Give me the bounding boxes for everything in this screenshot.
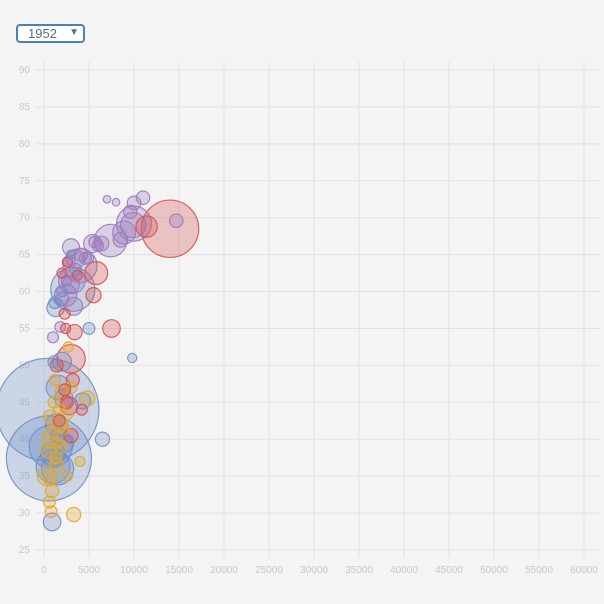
bubble-asia[interactable]	[57, 286, 67, 296]
bubble-asia[interactable]	[49, 297, 61, 309]
y-tick-label: 70	[19, 213, 31, 224]
bubble-americas[interactable]	[76, 404, 87, 415]
bubble-americas[interactable]	[57, 268, 67, 278]
bubble-europe[interactable]	[83, 253, 94, 264]
bubble-africa[interactable]	[62, 471, 72, 481]
bubble-europe[interactable]	[112, 198, 120, 206]
bubble-americas[interactable]	[103, 320, 121, 338]
x-tick-label: 25000	[255, 565, 283, 576]
bubble-africa[interactable]	[50, 452, 62, 464]
y-tick-label: 80	[19, 139, 31, 150]
bubble-americas[interactable]	[53, 415, 65, 427]
bubble-europe[interactable]	[124, 205, 137, 218]
x-tick-label: 0	[41, 565, 47, 576]
bubble-africa[interactable]	[63, 342, 73, 352]
y-tick-label: 90	[19, 65, 31, 76]
bubble-asia[interactable]	[48, 356, 60, 368]
bubble-americas[interactable]	[59, 308, 70, 319]
bubble-americas[interactable]	[136, 216, 157, 237]
bubble-asia[interactable]	[83, 323, 95, 335]
bubble-africa[interactable]	[44, 474, 56, 486]
bubble-africa[interactable]	[46, 484, 59, 497]
x-tick-label: 45000	[435, 565, 463, 576]
y-tick-label: 75	[19, 176, 31, 187]
x-tick-label: 30000	[300, 565, 328, 576]
x-tick-label: 5000	[78, 565, 101, 576]
x-tick-label: 10000	[120, 565, 148, 576]
x-tick-label: 40000	[390, 565, 418, 576]
x-tick-label: 55000	[525, 565, 553, 576]
y-tick-label: 85	[19, 102, 31, 113]
y-tick-label: 55	[19, 323, 31, 334]
x-tick-label: 50000	[480, 565, 508, 576]
bubble-europe[interactable]	[103, 195, 111, 203]
bubble-asia[interactable]	[67, 250, 76, 259]
bubble-europe[interactable]	[113, 232, 128, 247]
bubble-americas[interactable]	[72, 270, 82, 280]
bubble-africa[interactable]	[44, 496, 56, 508]
x-axis-ticks: 0 5000 10000 15000 20000 25000 30000 35000 40000…	[41, 565, 598, 576]
bubble-africa[interactable]	[67, 507, 81, 521]
bubble-asia[interactable]	[128, 353, 137, 362]
bubble-africa[interactable]	[49, 375, 60, 386]
y-tick-label: 60	[19, 287, 31, 298]
y-tick-label: 25	[19, 545, 31, 556]
bubble-europe[interactable]	[136, 191, 149, 204]
x-tick-label: 35000	[345, 565, 373, 576]
bubble-americas[interactable]	[85, 262, 108, 285]
bubble-africa[interactable]	[75, 456, 85, 466]
y-tick-label: 30	[19, 508, 31, 519]
bubble-americas[interactable]	[61, 323, 71, 333]
chart-grid	[36, 62, 600, 558]
bubble-africa[interactable]	[53, 404, 65, 416]
bubble-europe[interactable]	[47, 332, 58, 343]
bubble-americas[interactable]	[86, 288, 101, 303]
x-tick-label: 60000	[570, 565, 598, 576]
x-tick-label: 20000	[210, 565, 238, 576]
y-tick-label: 65	[19, 250, 31, 261]
x-tick-label: 15000	[165, 565, 193, 576]
bubble-europe[interactable]	[89, 236, 100, 247]
bubble-africa[interactable]	[52, 438, 62, 448]
bubble-americas[interactable]	[59, 384, 71, 396]
bubble-europe[interactable]	[170, 214, 183, 227]
bubble-asia[interactable]	[95, 432, 109, 446]
